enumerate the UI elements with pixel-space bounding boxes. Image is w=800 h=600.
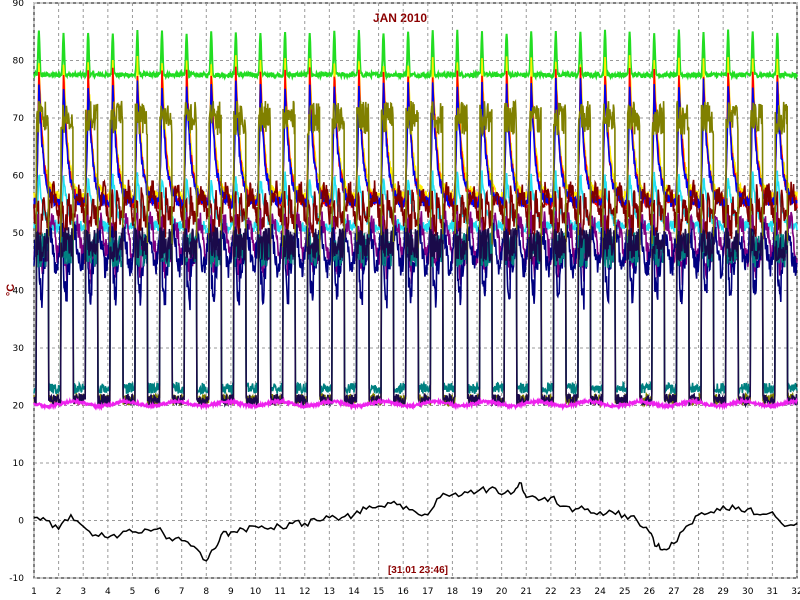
chart-title: JAN 2010 [373,11,427,25]
x-tick-label: 6 [154,587,160,597]
series-line [33,231,798,397]
x-tick-label: 31 [767,587,778,597]
x-tick-label: 13 [324,587,335,597]
x-tick-label: 14 [348,587,360,597]
x-tick-label: 32 [791,587,800,597]
series-line [33,396,798,412]
series-line [33,224,798,409]
x-tick-label: 5 [130,587,136,597]
x-tick-label: 30 [742,587,754,597]
y-tick-label: 20 [13,402,25,412]
x-tick-label: 22 [545,587,556,597]
x-tick-label: 1 [31,587,37,597]
y-tick-label: 90 [13,0,25,9]
indoor-series-group [33,29,798,412]
y-tick-label: 30 [13,344,25,354]
x-tick-label: 8 [203,587,209,597]
y-tick-label: -10 [9,574,24,584]
x-tick-label: 20 [496,587,508,597]
x-tick-label: 15 [373,587,384,597]
x-tick-label: 16 [397,587,409,597]
x-tick-label: 11 [274,587,285,597]
y-tick-label: 10 [13,459,25,469]
x-tick-label: 27 [668,587,679,597]
outdoor-temperature-line [33,481,798,562]
y-tick-label: 80 [13,57,25,67]
x-tick-label: 23 [570,587,581,597]
series-line [33,178,798,242]
x-tick-label: 28 [693,587,705,597]
x-tick-label: 18 [447,587,459,597]
x-tick-label: 17 [422,587,433,597]
x-axis-ticks: 1 2 3 4 5 6 7 8 9 10 11 12 13 14 15 16 17 18 19 20 21 22 23 24 2… [31,587,800,597]
y-tick-label: 40 [13,287,25,297]
x-tick-label: 24 [594,587,606,597]
x-tick-label: 9 [228,587,234,597]
y-tick-label: 70 [13,114,25,124]
x-tick-label: 12 [299,587,310,597]
x-tick-label: 26 [644,587,656,597]
x-tick-label: 19 [471,587,483,597]
x-tick-label: 2 [56,587,62,597]
series-line [33,29,798,81]
outdoor-series-group [33,481,798,562]
x-tick-label: 4 [105,587,111,597]
x-tick-label: 21 [521,587,532,597]
y-tick-label: 60 [13,172,25,182]
x-tick-label: 3 [80,587,86,597]
y-axis-label: °C [5,284,17,296]
y-tick-label: 50 [13,229,25,239]
x-tick-label: 29 [717,587,729,597]
x-tick-label: 25 [619,587,630,597]
y-tick-label: 0 [18,517,24,527]
series-line [33,77,798,211]
x-tick-label: 10 [250,587,262,597]
x-tick-label: 7 [179,587,185,597]
y-axis-ticks: -10 0 10 20 30 40 50 60 70 80 90 [9,0,24,584]
timestamp-label: [31.01 23:46] [388,565,448,576]
